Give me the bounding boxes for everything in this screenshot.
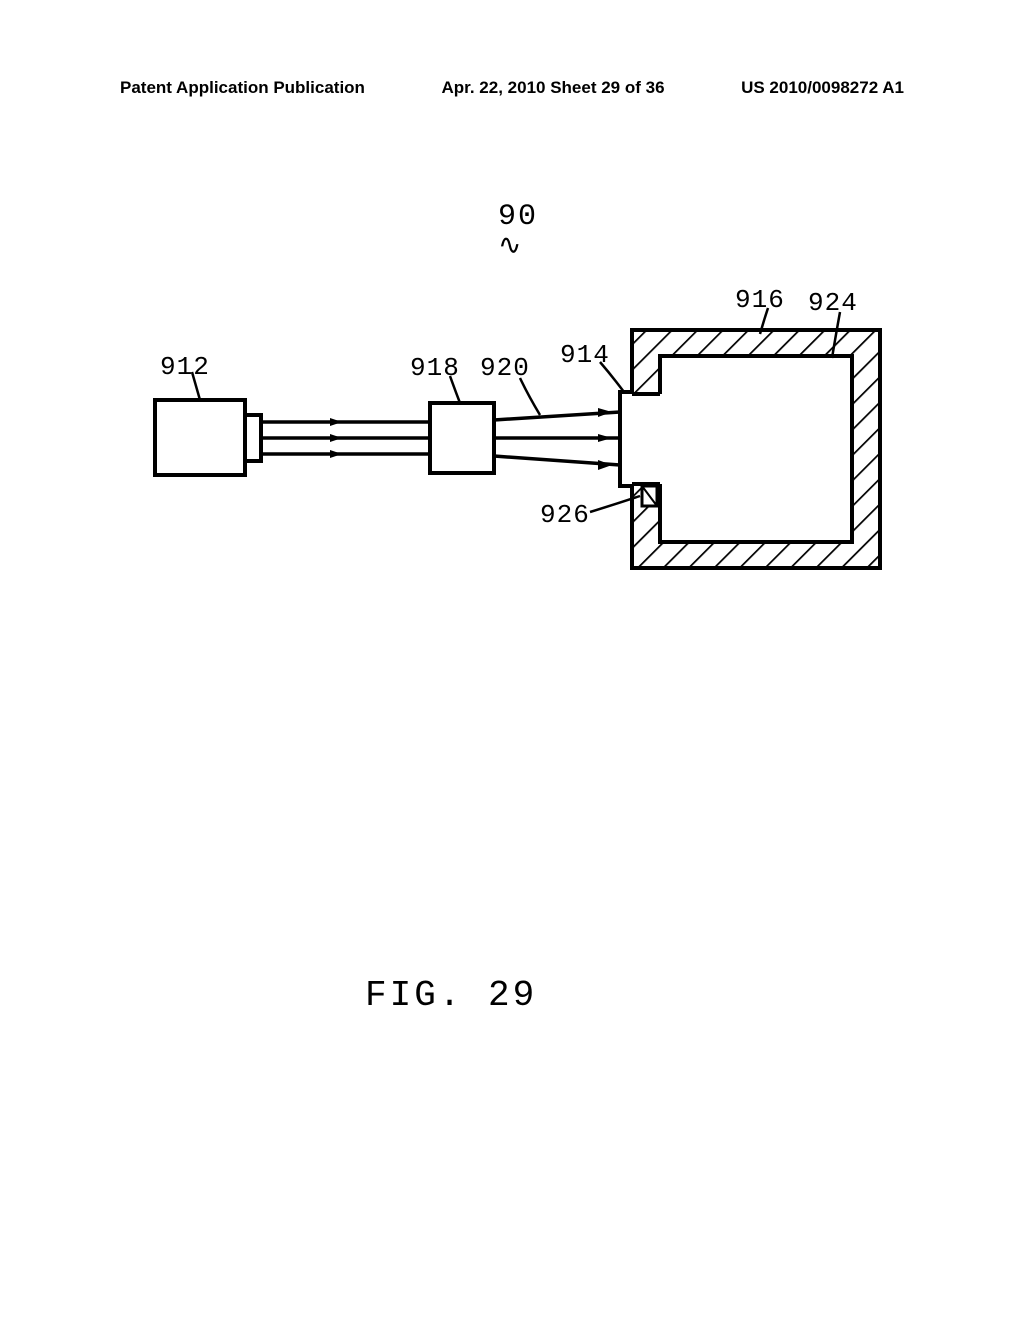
patent-figure-diagram	[100, 290, 920, 690]
header-left: Patent Application Publication	[120, 78, 365, 98]
label-914: 914	[560, 340, 610, 370]
figure-caption: FIG. 29	[365, 975, 537, 1016]
label-924: 924	[808, 288, 858, 318]
label-926: 926	[540, 500, 590, 530]
header-right: US 2010/0098272 A1	[741, 78, 904, 98]
label-920: 920	[480, 353, 530, 383]
reference-underline-tilde: ∿	[498, 228, 525, 263]
label-918: 918	[410, 353, 460, 383]
label-912: 912	[160, 352, 210, 382]
header-center: Apr. 22, 2010 Sheet 29 of 36	[442, 78, 665, 98]
label-916: 916	[735, 285, 785, 315]
